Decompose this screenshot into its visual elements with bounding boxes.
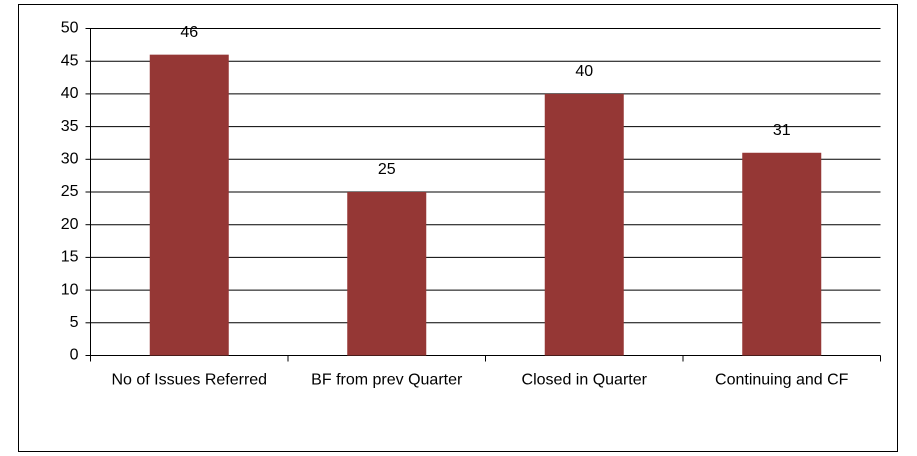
data-label: 40 [575, 63, 593, 80]
data-label: 25 [378, 161, 396, 178]
x-tick-label: BF from prev Quarter [311, 372, 463, 389]
y-tick-label: 20 [61, 216, 79, 233]
y-tick-label: 30 [61, 151, 79, 168]
x-tick-label: Continuing and CF [715, 372, 849, 389]
y-tick-label: 45 [61, 52, 79, 69]
bar [149, 54, 229, 356]
y-tick-label: 0 [70, 347, 79, 364]
y-tick-label: 50 [61, 20, 79, 37]
bar [347, 192, 427, 356]
bar [544, 93, 624, 356]
x-tick-label: No of Issues Referred [111, 372, 267, 389]
bar [742, 152, 822, 356]
y-tick-label: 40 [61, 85, 79, 102]
data-label: 46 [180, 24, 198, 41]
data-label: 31 [773, 122, 791, 139]
x-tick-label: Closed in Quarter [522, 372, 648, 389]
y-tick-label: 35 [61, 118, 79, 135]
y-tick-label: 5 [70, 314, 79, 331]
y-tick-label: 15 [61, 249, 79, 266]
y-tick-label: 25 [61, 183, 79, 200]
y-tick-label: 10 [61, 281, 79, 298]
